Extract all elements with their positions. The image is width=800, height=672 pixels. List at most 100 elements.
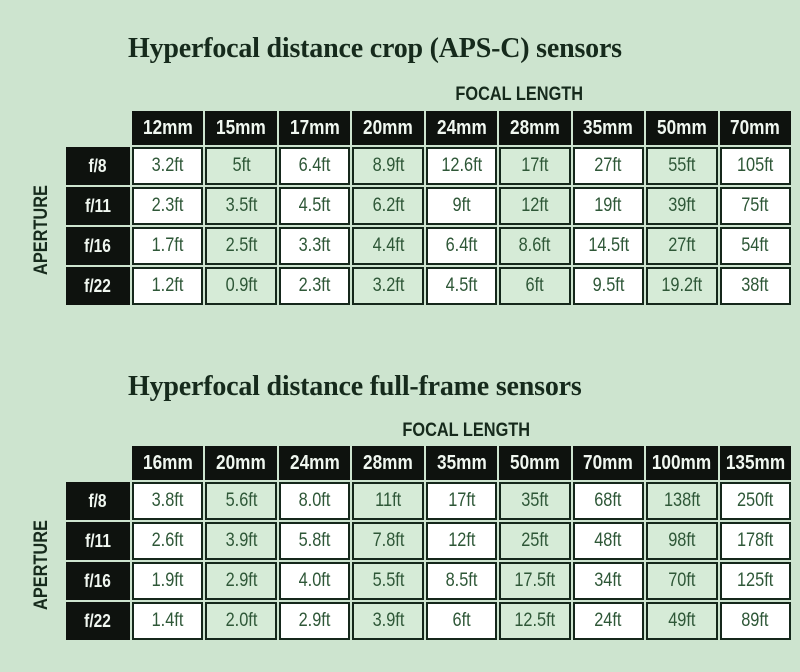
distance-cell: 70ft <box>646 562 718 600</box>
distance-cell: 19.2ft <box>646 267 718 305</box>
distance-cell-text: 6.4ft <box>298 155 331 176</box>
focal-header-cell: 50mm <box>646 111 718 145</box>
distance-cell-text: 27ft <box>594 155 622 176</box>
distance-cell-text: 1.9ft <box>151 570 184 591</box>
distance-cell-text: 2.3ft <box>151 195 184 216</box>
distance-cell-text: 68ft <box>594 490 622 511</box>
table-row: f/22 1.4ft 2.0ft 2.9ft 3.9ft 6ft 12.5ft 24ft 49f… <box>66 602 791 640</box>
corner-spacer <box>66 111 130 145</box>
distance-cell: 3.8ft <box>132 482 204 520</box>
table-row: f/16 1.9ft 2.9ft 4.0ft 5.5ft 8.5ft 17.5ft 34ft 7… <box>66 562 791 600</box>
distance-cell-text: 105ft <box>737 155 774 176</box>
distance-cell: 3.9ft <box>205 522 277 560</box>
distance-cell-text: 12.6ft <box>441 155 482 176</box>
focal-header-cell-text: 15mm <box>216 116 267 139</box>
distance-cell-text: 5.6ft <box>225 490 258 511</box>
distance-cell-text: 1.4ft <box>151 610 184 631</box>
distance-cell-text: 178ft <box>737 530 774 551</box>
focal-header-cell: 28mm <box>352 446 424 480</box>
distance-cell: 2.9ft <box>278 602 351 640</box>
distance-cell-text: 2.9ft <box>225 570 258 591</box>
distance-cell: 7.8ft <box>352 522 424 560</box>
distance-cell: 178ft <box>719 522 791 560</box>
aperture-row-header-text: f/8 <box>88 490 108 511</box>
distance-cell: 8.5ft <box>425 562 498 600</box>
distance-cell: 8.9ft <box>352 147 424 185</box>
distance-cell: 6.2ft <box>352 187 424 225</box>
distance-cell: 1.4ft <box>132 602 204 640</box>
aperture-row-header-text: f/16 <box>84 235 112 256</box>
distance-cell-text: 75ft <box>741 195 769 216</box>
fullframe-table-title: Hyperfocal distance full-frame sensors <box>128 371 582 402</box>
distance-cell: 6ft <box>499 267 571 305</box>
distance-cell: 1.7ft <box>132 227 204 265</box>
distance-cell: 27ft <box>646 227 718 265</box>
distance-cell: 125ft <box>719 562 791 600</box>
focal-header-cell: 70mm <box>719 111 791 145</box>
focal-header-cell-text: 100mm <box>652 451 712 474</box>
focal-header-cell: 24mm <box>425 111 498 145</box>
distance-cell-text: 3.2ft <box>372 275 404 296</box>
crop-focal-length-text: FOCAL LENGTH <box>455 84 583 105</box>
distance-cell-text: 3.3ft <box>298 235 331 256</box>
distance-cell-text: 89ft <box>741 610 769 631</box>
aperture-row-header: f/11 <box>66 522 130 560</box>
focal-header-cell-text: 24mm <box>436 116 487 139</box>
focal-header-cell: 70mm <box>572 446 645 480</box>
distance-cell: 49ft <box>646 602 718 640</box>
distance-cell: 55ft <box>646 147 718 185</box>
distance-cell: 1.9ft <box>132 562 204 600</box>
distance-cell: 8.0ft <box>278 482 351 520</box>
distance-cell: 12ft <box>425 522 498 560</box>
crop-table-title: Hyperfocal distance crop (APS-C) sensors <box>128 33 622 64</box>
distance-cell: 17ft <box>425 482 498 520</box>
distance-cell: 98ft <box>646 522 718 560</box>
distance-cell-text: 38ft <box>741 275 769 296</box>
distance-cell-text: 17ft <box>447 490 476 511</box>
distance-cell-text: 98ft <box>668 530 696 551</box>
table-row: f/11 2.3ft 3.5ft 4.5ft 6.2ft 9ft 12ft 19ft 39ft 7… <box>66 187 791 225</box>
distance-cell-text: 70ft <box>668 570 696 591</box>
distance-cell: 6.4ft <box>278 147 351 185</box>
corner-spacer <box>66 446 130 480</box>
focal-header-cell-text: 20mm <box>363 116 413 139</box>
focal-header-cell: 35mm <box>425 446 498 480</box>
distance-cell-text: 138ft <box>663 490 700 511</box>
distance-cell-text: 3.2ft <box>151 155 184 176</box>
focal-header-cell-text: 35mm <box>436 451 487 474</box>
focal-header-cell: 28mm <box>499 111 571 145</box>
focal-header-cell-text: 28mm <box>363 451 413 474</box>
focal-header-cell: 15mm <box>205 111 277 145</box>
distance-cell-text: 48ft <box>594 530 622 551</box>
focal-header-cell-text: 17mm <box>289 116 340 139</box>
distance-cell: 3.3ft <box>278 227 351 265</box>
distance-cell-text: 35ft <box>521 490 549 511</box>
distance-cell-text: 25ft <box>521 530 549 551</box>
aperture-row-header-text: f/11 <box>85 195 111 216</box>
focal-header-cell-text: 35mm <box>583 116 634 139</box>
aperture-row-header-text: f/11 <box>85 530 111 551</box>
focal-header-cell: 50mm <box>499 446 571 480</box>
distance-cell-text: 7.8ft <box>372 530 404 551</box>
distance-cell: 75ft <box>719 187 791 225</box>
distance-cell-text: 5.8ft <box>298 530 331 551</box>
distance-cell-text: 8.6ft <box>518 235 551 256</box>
focal-header-cell: 16mm <box>132 446 204 480</box>
distance-cell-text: 8.0ft <box>298 490 331 511</box>
focal-header-cell-text: 50mm <box>656 116 707 139</box>
distance-cell: 9.5ft <box>572 267 645 305</box>
distance-cell: 138ft <box>646 482 718 520</box>
fullframe-aperture-text: APERTURE <box>31 520 52 610</box>
distance-cell: 35ft <box>499 482 571 520</box>
focal-header-cell-text: 135mm <box>725 451 785 474</box>
distance-cell: 2.0ft <box>205 602 277 640</box>
distance-cell-text: 55ft <box>668 155 696 176</box>
distance-cell: 11ft <box>352 482 424 520</box>
aperture-row-header: f/8 <box>66 482 130 520</box>
distance-cell: 4.5ft <box>425 267 498 305</box>
focal-header-cell: 20mm <box>205 446 277 480</box>
aperture-row-header: f/22 <box>66 602 130 640</box>
focal-header-cell-text: 16mm <box>142 451 193 474</box>
distance-cell: 24ft <box>572 602 645 640</box>
aperture-row-header: f/16 <box>66 562 130 600</box>
